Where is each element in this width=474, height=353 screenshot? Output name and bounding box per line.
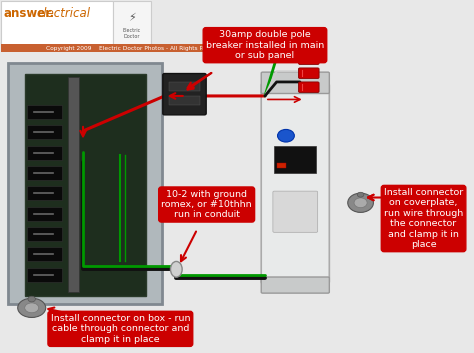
Ellipse shape <box>348 193 374 213</box>
FancyBboxPatch shape <box>261 277 329 293</box>
FancyBboxPatch shape <box>27 186 62 200</box>
FancyBboxPatch shape <box>27 227 62 241</box>
FancyBboxPatch shape <box>27 268 62 282</box>
FancyBboxPatch shape <box>1 1 113 45</box>
Text: electrical: electrical <box>36 7 91 20</box>
FancyBboxPatch shape <box>27 166 62 180</box>
Text: Install connector
on coverplate,
run wire through
the connector
and clamp it in
: Install connector on coverplate, run wir… <box>384 188 463 249</box>
Text: Copyright 2009    Electric Doctor Photos - All Rights Reserved: Copyright 2009 Electric Doctor Photos - … <box>46 46 228 51</box>
Ellipse shape <box>25 303 39 313</box>
Ellipse shape <box>171 262 182 277</box>
Text: Electric
Doctor: Electric Doctor <box>123 28 141 39</box>
FancyBboxPatch shape <box>27 125 62 139</box>
FancyBboxPatch shape <box>163 73 206 115</box>
FancyBboxPatch shape <box>299 82 319 92</box>
FancyBboxPatch shape <box>9 63 162 304</box>
FancyBboxPatch shape <box>273 191 318 232</box>
FancyBboxPatch shape <box>274 146 316 173</box>
FancyBboxPatch shape <box>27 207 62 221</box>
FancyBboxPatch shape <box>277 163 286 168</box>
FancyBboxPatch shape <box>169 96 200 105</box>
FancyBboxPatch shape <box>169 82 200 91</box>
FancyBboxPatch shape <box>27 247 62 261</box>
Text: ⚡: ⚡ <box>128 14 136 24</box>
Circle shape <box>278 130 294 142</box>
Text: 30amp double pole
breaker installed in main
or sub panel: 30amp double pole breaker installed in m… <box>206 30 324 60</box>
Circle shape <box>357 192 364 197</box>
Text: 10-2 with ground
romex, or #10thhn
run in conduit: 10-2 with ground romex, or #10thhn run i… <box>161 190 252 220</box>
Ellipse shape <box>354 198 367 208</box>
Text: Install connector on box - run
cable through connector and
clamp it in place: Install connector on box - run cable thr… <box>51 314 190 344</box>
FancyBboxPatch shape <box>299 54 319 65</box>
FancyBboxPatch shape <box>25 74 146 296</box>
FancyBboxPatch shape <box>113 1 151 45</box>
FancyBboxPatch shape <box>261 83 329 285</box>
Ellipse shape <box>18 298 46 317</box>
FancyBboxPatch shape <box>27 105 62 119</box>
FancyBboxPatch shape <box>27 146 62 160</box>
Text: answer.: answer. <box>4 7 55 20</box>
FancyBboxPatch shape <box>68 77 79 292</box>
FancyBboxPatch shape <box>1 44 272 52</box>
Circle shape <box>28 296 36 302</box>
FancyBboxPatch shape <box>299 68 319 78</box>
FancyBboxPatch shape <box>261 72 329 94</box>
